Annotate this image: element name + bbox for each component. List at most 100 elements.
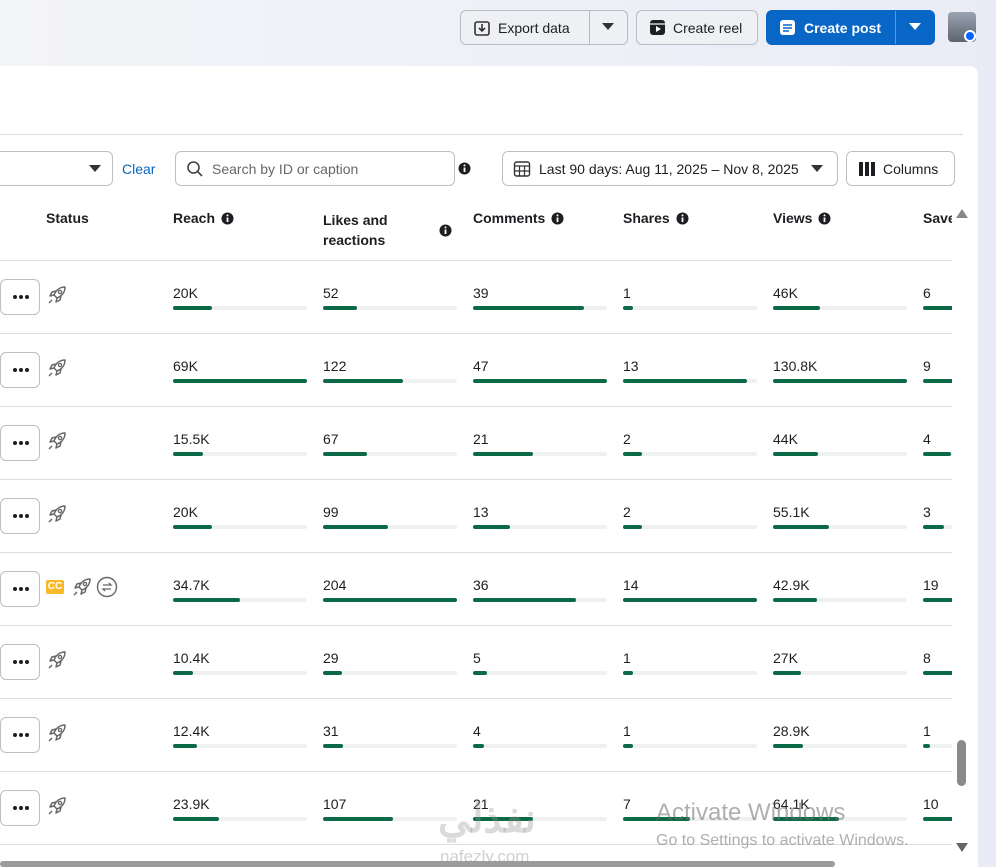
row-divider (0, 406, 952, 407)
column-title[interactable]: Comments (473, 210, 546, 226)
metric-bar (923, 379, 952, 383)
column-title[interactable]: Shares (623, 210, 670, 226)
more-button[interactable] (0, 717, 40, 753)
info-icon[interactable] (221, 212, 234, 225)
metric-value: 107 (323, 796, 347, 812)
boost-icon[interactable] (46, 357, 68, 379)
metric-bar (623, 817, 690, 821)
bar-track (173, 671, 307, 675)
metric-bar (923, 817, 952, 821)
search-input[interactable]: Search by ID or caption (175, 151, 455, 186)
metric-value: 3 (923, 504, 931, 520)
status-icons (46, 357, 126, 379)
bar-track (623, 452, 757, 456)
more-button[interactable] (0, 425, 40, 461)
more-button[interactable] (0, 571, 40, 607)
metric-value: 1 (623, 650, 631, 666)
boost-icon[interactable] (46, 722, 68, 744)
horizontal-scrollbar[interactable] (0, 861, 835, 867)
metric-bar (173, 671, 194, 675)
metric-value: 13 (473, 504, 489, 520)
metric-bar (923, 525, 945, 529)
boost-icon[interactable] (46, 503, 68, 525)
more-button[interactable] (0, 644, 40, 680)
info-icon[interactable] (458, 162, 471, 175)
clear-link[interactable]: Clear (122, 161, 156, 177)
boost-icon[interactable] (46, 795, 68, 817)
create-reel-button[interactable]: Create reel (636, 10, 758, 45)
row-divider (0, 552, 952, 553)
export-icon (474, 20, 490, 36)
metric-value: 10.4K (173, 650, 210, 666)
metric-bar (923, 671, 952, 675)
activate-text: Go to Settings to activate Windows. (656, 832, 909, 849)
boost-icon[interactable] (46, 430, 68, 452)
more-button[interactable] (0, 352, 40, 388)
metric-bar (773, 598, 817, 602)
caret (811, 165, 823, 172)
info-icon[interactable] (551, 212, 564, 225)
bar-track (623, 306, 757, 310)
more-button[interactable] (0, 498, 40, 534)
bar-track (323, 525, 457, 529)
metric-value: 13 (623, 358, 639, 374)
column-title[interactable]: Likes and reactions (323, 212, 388, 248)
column-header: Views (773, 210, 831, 226)
avatar[interactable] (948, 12, 976, 42)
create-post-button[interactable]: Create post (766, 10, 935, 45)
metric-bar (473, 525, 511, 529)
boost-icon[interactable] (71, 576, 93, 598)
bar-track (623, 671, 757, 675)
metric-bar (473, 452, 533, 456)
metric-bar (773, 306, 821, 310)
metric-bar (173, 379, 307, 383)
boost-icon[interactable] (46, 649, 68, 671)
boost-icon[interactable] (46, 284, 68, 306)
date-range-button[interactable]: Last 90 days: Aug 11, 2025 – Nov 8, 2025 (502, 151, 838, 186)
more-button[interactable] (0, 790, 40, 826)
status-icons: CC (46, 576, 126, 598)
info-icon[interactable] (818, 212, 831, 225)
metric-value: 39 (473, 285, 489, 301)
reel-icon (650, 20, 665, 35)
facebook-badge (964, 30, 976, 42)
bar-track (773, 452, 907, 456)
metric-bar (773, 452, 819, 456)
export-caret[interactable] (602, 23, 614, 31)
filter-dropdown[interactable] (0, 151, 113, 186)
info-icon[interactable] (676, 212, 689, 225)
export-button[interactable]: Export data (460, 10, 628, 45)
column-title[interactable]: Status (46, 210, 89, 226)
column-title[interactable]: Saves (923, 210, 952, 226)
metric-bar (323, 817, 394, 821)
more-button[interactable] (0, 279, 40, 315)
metric-bar (773, 379, 907, 383)
metric-value: 19 (923, 577, 939, 593)
metric-value: 99 (323, 504, 339, 520)
info-icon[interactable] (439, 224, 452, 237)
metric-value: 10 (923, 796, 939, 812)
row-divider (0, 625, 952, 626)
post-caret[interactable] (909, 23, 921, 31)
metric-value: 46K (773, 285, 798, 301)
metric-bar (773, 744, 803, 748)
metric-bar (473, 671, 488, 675)
vertical-scrollbar[interactable] (955, 205, 968, 860)
metric-bar (923, 744, 931, 748)
column-title[interactable]: Reach (173, 210, 216, 226)
bar-track (773, 306, 907, 310)
bar-track (473, 817, 607, 821)
date-range-label: Last 90 days: Aug 11, 2025 – Nov 8, 2025 (539, 160, 799, 177)
column-title[interactable]: Views (773, 210, 813, 226)
watermark-url: nafezly.com (440, 847, 530, 866)
metric-value: 47 (473, 358, 489, 374)
status-icons (46, 795, 126, 817)
metric-bar (323, 598, 457, 602)
bar-track (473, 744, 607, 748)
metric-bar (323, 525, 389, 529)
metric-value: 1 (923, 723, 931, 739)
columns-button[interactable]: Columns (846, 151, 955, 186)
metric-value: 5 (473, 650, 481, 666)
metric-bar (323, 452, 367, 456)
metric-value: 52 (323, 285, 339, 301)
